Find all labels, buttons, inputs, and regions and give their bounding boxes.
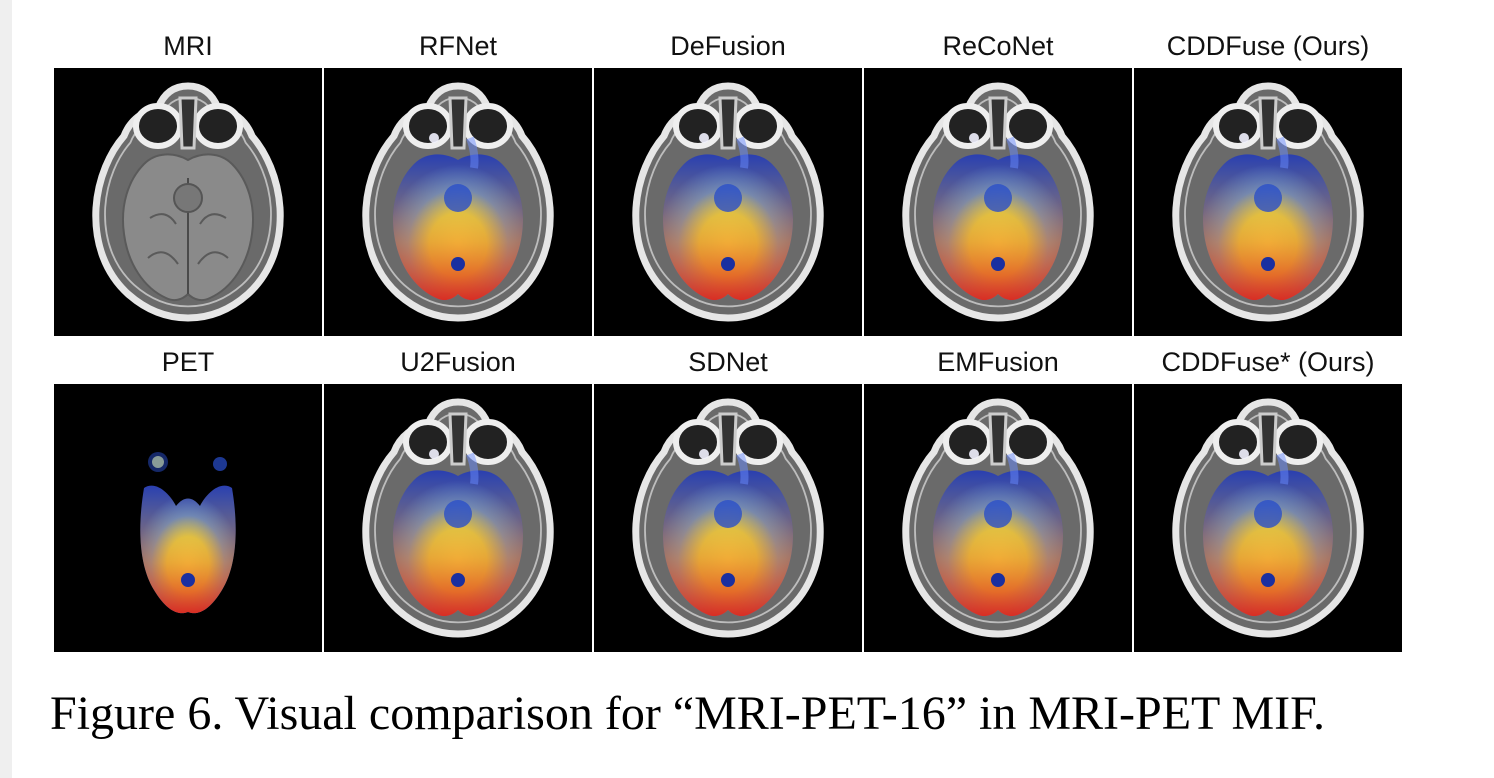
panel-label: U2Fusion bbox=[400, 347, 516, 377]
reconet-fused-image bbox=[864, 68, 1132, 336]
defusion-fused-image bbox=[594, 68, 862, 336]
panel-label: EMFusion bbox=[937, 347, 1059, 377]
u2fusion-fused-image bbox=[324, 384, 592, 652]
panel-label: ReCoNet bbox=[942, 31, 1054, 61]
panel-label: PET bbox=[161, 347, 215, 377]
panel-label: DeFusion bbox=[670, 31, 786, 61]
sdnet-fused-image bbox=[594, 384, 862, 652]
panel-label: MRI bbox=[163, 31, 213, 61]
mri-image bbox=[54, 68, 322, 336]
page-edge bbox=[0, 0, 12, 778]
emfusion-fused-image bbox=[864, 384, 1132, 652]
panel-label: CDDFuse (Ours) bbox=[1166, 31, 1370, 61]
cddfuse-star-fused-image bbox=[1134, 384, 1402, 652]
panel-label: SDNet bbox=[688, 347, 768, 377]
panel-label: RFNet bbox=[418, 31, 497, 61]
pet-image bbox=[54, 384, 322, 652]
figure-caption: Figure 6. Visual comparison for “MRI-PET… bbox=[50, 687, 1325, 740]
cddfuse-fused-image bbox=[1134, 68, 1402, 336]
rfnet-fused-image bbox=[324, 68, 592, 336]
panel-label: CDDFuse* (Ours) bbox=[1161, 347, 1375, 377]
